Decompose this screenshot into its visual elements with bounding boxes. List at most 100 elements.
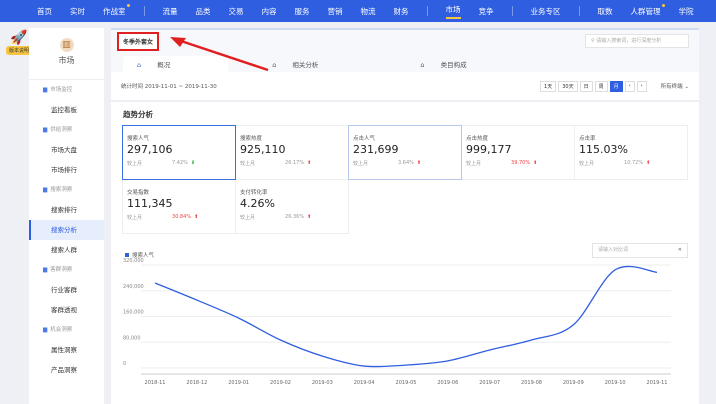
compare-pct: 30.84% ⬆ (172, 214, 198, 221)
nav-16[interactable]: 学院 (678, 6, 694, 16)
metric-value: 115.03% (579, 143, 628, 156)
panel-title: 趋势分析 (123, 110, 153, 119)
nav-divider (426, 6, 428, 16)
range-button[interactable]: 周 (594, 80, 608, 92)
metric-compare: 较上月 26.17% ⬆ (240, 160, 344, 167)
nav-divider (511, 6, 513, 16)
nav-divider (578, 6, 580, 16)
x-tick-label: 2018-11 (145, 380, 166, 386)
terminal-select[interactable]: 所有终端 ⌄ (660, 84, 689, 90)
compare-label: 较上月 (353, 161, 369, 167)
range-button[interactable]: 1天 (540, 80, 557, 92)
series-line-搜索人气 (154, 265, 658, 368)
sidebar-title: 市场 (58, 56, 75, 65)
folder-icon: ▆ (43, 327, 48, 333)
metric-label: 点击人气 (353, 136, 376, 142)
nav-2[interactable]: 作战室 (103, 3, 130, 17)
nav-8[interactable]: 营销 (327, 6, 343, 16)
x-tick-label: 2019-06 (437, 380, 458, 386)
sidebar-item[interactable]: 市场排行 (29, 160, 104, 180)
metric-card[interactable]: 搜索人气 297,106 较上月 7.42% ⬇ (122, 125, 236, 180)
sidebar-item[interactable]: 客群透视 (29, 300, 104, 320)
nav-12[interactable]: 竞争 (478, 6, 494, 16)
nav-4[interactable]: 品类 (195, 6, 211, 16)
compare-pct: 7.42% ⬇ (172, 160, 195, 167)
x-tick-label: 2019-07 (479, 380, 500, 386)
pct: 7.42% (172, 160, 188, 166)
nav-5[interactable]: 交易 (228, 6, 244, 16)
range-button[interactable]: 日 (579, 80, 593, 92)
sidebar-item[interactable]: 监控看板 (29, 100, 104, 120)
search-header: 冬季外套女 ⚲ 请输入搜索词，进行深度分析 ⌂ 概况 ⌂ 相关分析 ⌂ 类目构成 统… (111, 28, 699, 100)
pct: 39.70% (511, 160, 531, 166)
sidebar-label: 客群洞察 (50, 267, 73, 273)
sidebar-item[interactable]: 行业客群 (29, 280, 104, 300)
sidebar-item[interactable]: 属性洞察 (29, 340, 104, 360)
keyword-search-input[interactable]: ⚲ 请输入搜索词，进行深度分析 (585, 34, 689, 48)
metric-label: 点击热度 (466, 136, 489, 142)
nav-10[interactable]: 财务 (393, 6, 409, 16)
sidebar-group: ▆ 搜索洞察 (29, 180, 104, 200)
tab-0[interactable]: ⌂ 概况 (123, 56, 229, 72)
sidebar-item[interactable]: 搜索排行 (29, 200, 104, 220)
sidebar-label: 搜索洞察 (50, 187, 73, 193)
metric-card[interactable]: 支付转化率 4.26% 较上月 26.36% ⬆ (235, 179, 349, 234)
metric-value: 925,110 (240, 143, 286, 156)
sidebar-label: 属性洞察 (51, 346, 77, 354)
nav-0[interactable]: 首页 (37, 6, 52, 16)
compare-word-input[interactable]: 请输入对比词 ✕ (592, 243, 688, 258)
nav-6[interactable]: 内容 (261, 6, 277, 16)
x-tick-label: 2019-03 (312, 380, 333, 386)
version-notes[interactable]: 🚀 版本说明 (6, 30, 32, 55)
range-button[interactable]: › (636, 80, 647, 92)
compare-label: 较上月 (127, 215, 143, 221)
search-placeholder: 请输入搜索词，进行深度分析 (596, 38, 662, 44)
nav-7[interactable]: 服务 (294, 6, 310, 16)
range-button[interactable]: 月 (609, 80, 623, 92)
tab-2[interactable]: ⌂ 类目构成 (406, 56, 524, 72)
nav-15[interactable]: 人群管理 (631, 3, 665, 17)
arrow-up-icon: ⬆ (307, 160, 312, 166)
metric-compare: 较上月 3.64% ⬆ (353, 160, 457, 167)
metric-label: 交易指数 (127, 190, 150, 196)
range-button[interactable]: ‹ (624, 80, 635, 92)
version-badge[interactable]: 版本说明 (6, 46, 32, 55)
metric-compare: 较上月 39.70% ⬆ (466, 160, 570, 167)
tab-label: 概况 (157, 61, 171, 69)
sidebar-group: ▆ 机会洞察 (29, 320, 104, 340)
x-tick-label: 2019-01 (228, 380, 249, 386)
stat-time: 统计时间 2019-11-01 ~ 2019-11-30 (121, 84, 217, 90)
compare-pct: 3.64% ⬆ (398, 160, 421, 167)
nav-13[interactable]: 业务专区 (530, 6, 561, 16)
sidebar-item[interactable]: 搜索分析 (29, 220, 104, 240)
folder-icon: ▆ (43, 267, 48, 273)
sidebar-item[interactable]: 市场大盘 (29, 140, 104, 160)
sidebar-item[interactable]: 搜索人群 (29, 240, 104, 260)
nav-3[interactable]: 流量 (162, 6, 178, 16)
metric-card[interactable]: 点击率 115.03% 较上月 10.72% ⬆ (574, 125, 688, 180)
keyword-label: 冬季外套女 (117, 32, 160, 51)
compare-label: 较上月 (579, 161, 595, 167)
sidebar-label: 产品洞察 (51, 366, 77, 374)
new-dot (126, 3, 130, 7)
range-button[interactable]: 30天 (558, 80, 578, 92)
nav-14[interactable]: 取数 (597, 6, 613, 16)
metric-card[interactable]: 点击人气 231,699 较上月 3.64% ⬆ (348, 125, 462, 180)
compare-label: 较上月 (127, 161, 143, 167)
x-tick-label: 2019-08 (521, 380, 542, 386)
sidebar-label: 机会洞察 (50, 327, 73, 333)
nav-1[interactable]: 实时 (70, 6, 85, 16)
metric-label: 支付转化率 (240, 190, 268, 196)
tab-label: 相关分析 (292, 61, 319, 69)
nav-11[interactable]: 市场 (445, 4, 461, 19)
chart-legend[interactable]: 搜索人气 (125, 251, 154, 259)
close-icon[interactable]: ✕ (677, 247, 682, 253)
tab-1[interactable]: ⌂ 相关分析 (258, 56, 376, 72)
sidebar-label: 搜索分析 (51, 226, 77, 234)
nav-9[interactable]: 物流 (360, 6, 376, 16)
compare-label: 较上月 (240, 215, 256, 221)
sidebar-label: 市场排行 (51, 166, 77, 174)
metric-label: 搜索热度 (240, 136, 263, 142)
sidebar-item[interactable]: 产品洞察 (29, 360, 104, 380)
